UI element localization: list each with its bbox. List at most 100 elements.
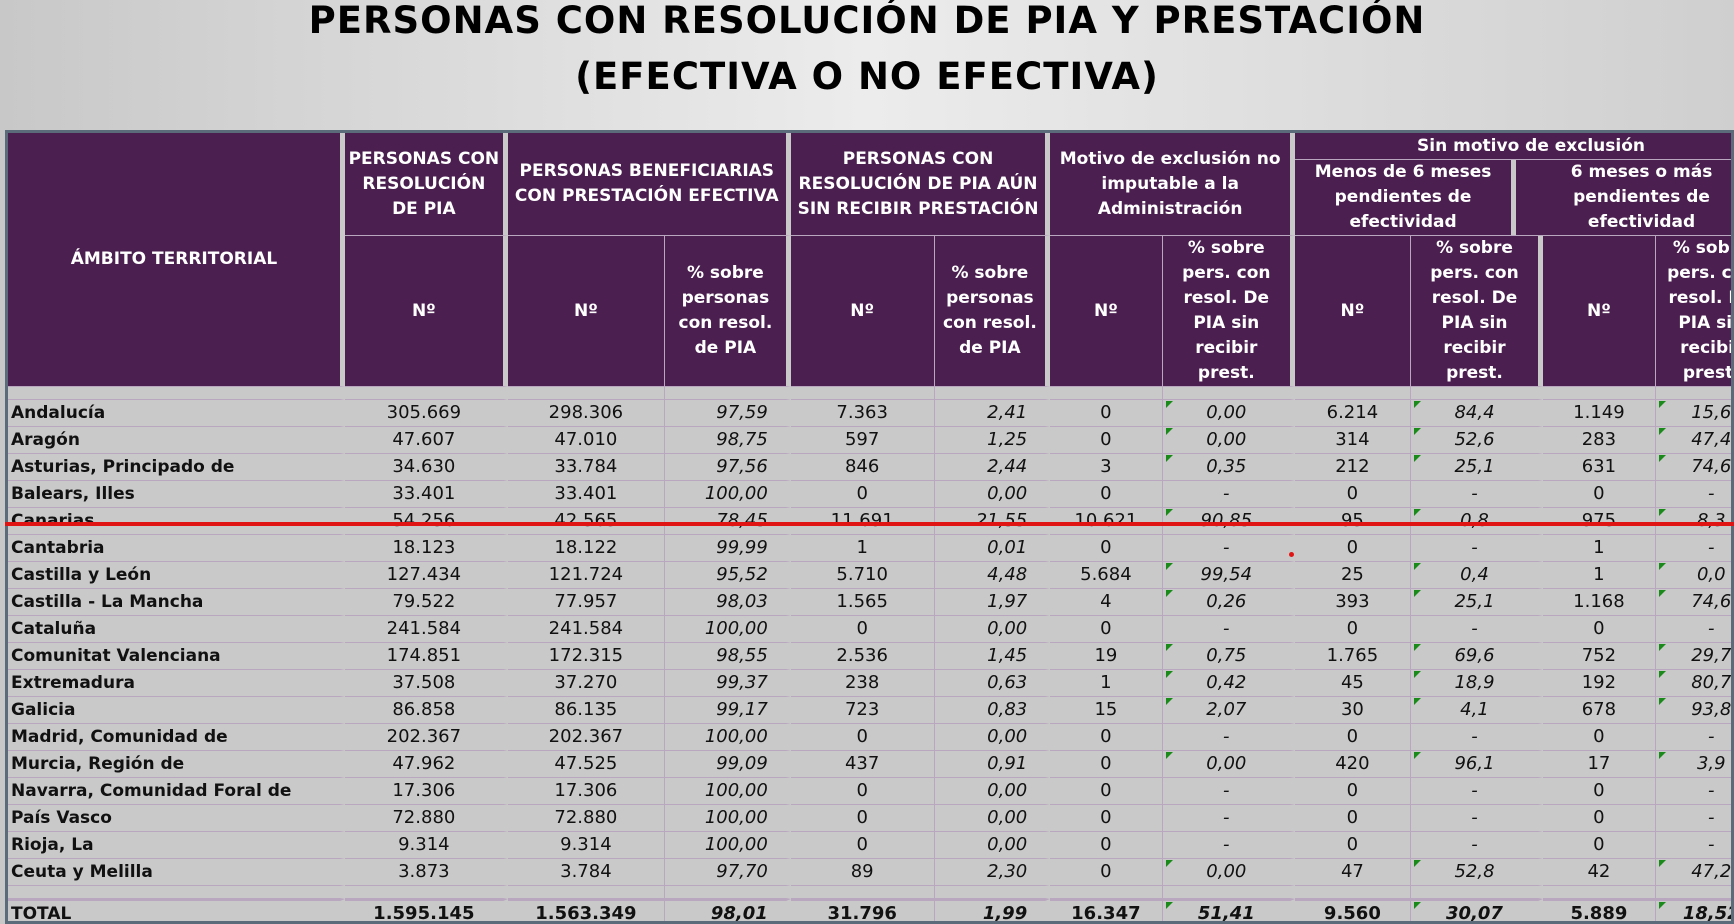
cell-p6-pct: 47,4 [1655,427,1731,454]
table-row: País Vasco 72.880 72.880 100,00 0 0,00 0-0-0- [8,805,1731,832]
cell-p6: 5.889 [1543,899,1656,921]
cell-name: Canarias [8,508,345,535]
cell-me-pct: 99,54 [1162,562,1296,589]
cell-sr: 2.536 [790,643,935,670]
cell-me: 5.684 [1050,562,1163,589]
cell-name: Madrid, Comunidad de [8,724,345,751]
cell-ben-pct: 97,56 [665,454,791,481]
cell-m6-pct: 69,6 [1410,643,1544,670]
cell-m6-pct: 52,8 [1410,859,1544,886]
cell-sr-pct: 1,45 [934,643,1051,670]
header-me-num: Nº [1050,236,1163,387]
cell-m6: 6.214 [1295,400,1411,427]
cell-me: 19 [1050,643,1163,670]
header-mas-6: 6 meses o más pendientes de efectividad [1570,162,1713,232]
cell-pia: 47.962 [344,751,508,778]
cell-pia: 241.584 [344,616,508,643]
cell-sr: 5.710 [790,562,935,589]
cell-sr-pct: 0,00 [934,832,1051,859]
cell-sr-pct: 4,48 [934,562,1051,589]
table-row: Cataluña 241.584 241.584 100,00 0 0,00 0-0-0- [8,616,1731,643]
cell-sr-pct: 0,00 [934,805,1051,832]
cell-p6: 678 [1543,697,1656,724]
cell-pia: 1.595.145 [344,899,508,921]
cell-m6-pct: - [1410,778,1544,805]
cell-m6-pct: 84,4 [1410,400,1544,427]
cell-pia: 305.669 [344,400,508,427]
cell-m6: 314 [1295,427,1411,454]
cell-ben: 18.122 [507,535,666,562]
cell-sr-pct: 1,99 [934,899,1051,921]
cell-ben: 47.525 [507,751,666,778]
cell-p6-pct: 0,0 [1655,562,1731,589]
cell-ben-pct: 100,00 [665,805,791,832]
cell-m6-pct: 30,07 [1410,899,1544,921]
header-sr-num: Nº [790,236,935,387]
cell-name: TOTAL [8,899,345,921]
cell-p6: 1 [1543,562,1656,589]
cell-m6-pct: 4,1 [1410,697,1544,724]
table-row: Comunitat Valenciana 174.851 172.315 98,55 2… [8,643,1731,670]
cell-me-pct: - [1162,481,1296,508]
cell-p6: 17 [1543,751,1656,778]
table-row: Rioja, La 9.314 9.314 100,00 0 0,00 0-0-0- [8,832,1731,859]
cell-me-pct: - [1162,832,1296,859]
cell-ben-pct: 98,55 [665,643,791,670]
cell-pia: 47.607 [344,427,508,454]
cell-m6-pct: 96,1 [1410,751,1544,778]
cell-ben: 47.010 [507,427,666,454]
cell-sr: 238 [790,670,935,697]
table-row: Aragón 47.607 47.010 98,75 597 1,25 0 0,00 314 52… [8,427,1731,454]
cell-p6-pct: - [1655,481,1731,508]
cell-ben: 72.880 [507,805,666,832]
table-row: Murcia, Región de 47.962 47.525 99,09 437 0,9… [8,751,1731,778]
cell-sr: 597 [790,427,935,454]
cell-p6-pct: 3,9 [1655,751,1731,778]
cell-me: 0 [1050,724,1163,751]
cell-name: Balears, Illes [8,481,345,508]
table-body: Andalucía 305.669 298.306 97,59 7.363 2,41 0 0,… [8,387,1731,921]
cell-sr-pct: 2,41 [934,400,1051,427]
cell-me-pct: 0,00 [1162,400,1296,427]
cell-sr-pct: 0,91 [934,751,1051,778]
header-menos-6: Menos de 6 meses pendientes de efectivid… [1295,160,1517,235]
cell-me-pct: - [1162,616,1296,643]
table-row: Asturias, Principado de 34.630 33.784 97,56… [8,454,1731,481]
cell-me: 0 [1050,751,1163,778]
cell-sr-pct: 0,00 [934,481,1051,508]
highlight-line [5,522,1734,526]
cell-p6: 1.168 [1543,589,1656,616]
cell-p6: 0 [1543,778,1656,805]
header-sr-pct: % sobre personas con resol. de PIA [934,236,1051,387]
cell-me-pct: 0,75 [1162,643,1296,670]
cell-ben-pct: 99,99 [665,535,791,562]
cell-sr: 89 [790,859,935,886]
cell-name: Cantabria [8,535,345,562]
cell-ben: 86.135 [507,697,666,724]
cell-ben-pct: 100,00 [665,481,791,508]
header-p6-num: Nº [1543,236,1656,387]
cell-m6: 212 [1295,454,1411,481]
cell-name: Andalucía [8,400,345,427]
cell-ben: 298.306 [507,400,666,427]
cell-ben-pct: 95,52 [665,562,791,589]
cell-pia: 79.522 [344,589,508,616]
cell-name: Castilla y León [8,562,345,589]
cell-name: Comunitat Valenciana [8,643,345,670]
table-row: Madrid, Comunidad de 202.367 202.367 100,00… [8,724,1731,751]
cell-ben-pct: 100,00 [665,616,791,643]
cell-ben: 172.315 [507,643,666,670]
cell-name: Ceuta y Melilla [8,859,345,886]
cell-me: 0 [1050,832,1163,859]
cell-name: Cataluña [8,616,345,643]
table-row: Ceuta y Melilla 3.873 3.784 97,70 89 2,30 0 0,0… [8,859,1731,886]
cell-me: 4 [1050,589,1163,616]
cell-pia: 174.851 [344,643,508,670]
cell-p6: 1 [1543,535,1656,562]
cell-me-pct: 51,41 [1162,899,1296,921]
cell-me: 0 [1050,427,1163,454]
cell-me-pct: - [1162,535,1296,562]
cell-p6: 42 [1543,859,1656,886]
cell-p6: 631 [1543,454,1656,481]
cell-p6-pct: - [1655,832,1731,859]
